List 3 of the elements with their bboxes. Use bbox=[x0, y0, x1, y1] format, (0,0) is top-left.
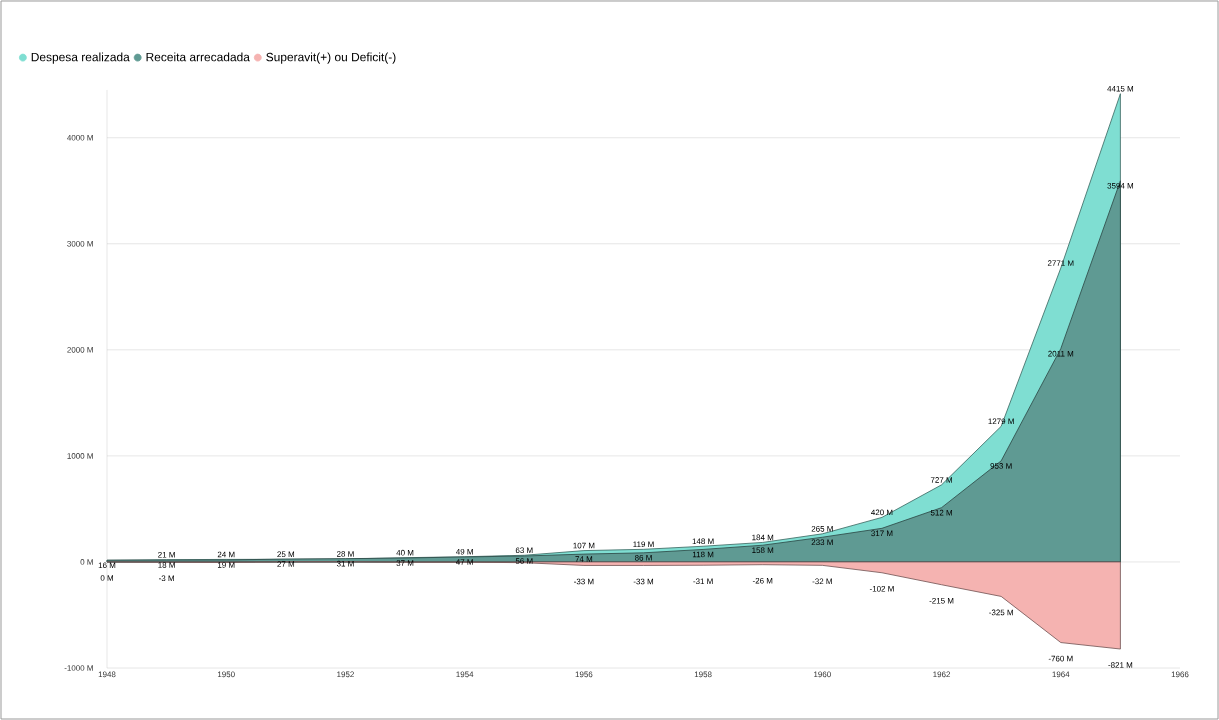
legend-label: Superavit(+) ou Deficit(-) bbox=[266, 52, 396, 64]
legend-label: Receita arrecadada bbox=[146, 52, 250, 62]
legend-label: Despesa realizada bbox=[31, 52, 130, 64]
